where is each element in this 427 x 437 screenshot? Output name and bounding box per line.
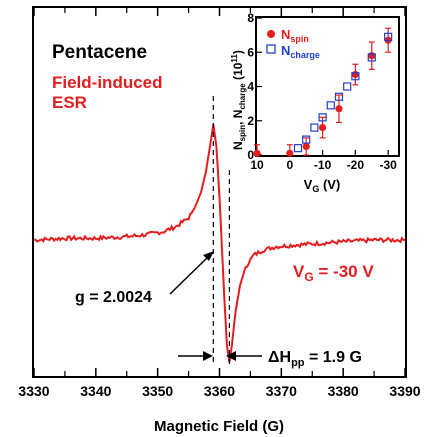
chart-title: Pentacene <box>52 42 147 63</box>
width-arrowhead-right <box>226 351 236 361</box>
inset-x-tick-label: -20 <box>347 158 365 172</box>
charge-data-point <box>310 123 319 132</box>
charge-data-point <box>367 53 376 62</box>
charge-data-point <box>343 82 352 91</box>
spin-data-point <box>351 70 359 79</box>
charge-data-point <box>351 72 360 81</box>
charge-data-point <box>334 92 344 101</box>
inset-y-tick-label: 8 <box>247 11 254 25</box>
inset-charge-series <box>293 32 393 153</box>
width-arrowhead-left <box>203 351 213 361</box>
inset-x-tick-label: 10 <box>250 158 264 172</box>
spin-data-point <box>253 149 261 157</box>
charge-data-point <box>384 32 393 41</box>
legend-charge-marker <box>266 44 276 54</box>
inset-y-tick-label: 6 <box>247 45 254 59</box>
inset-y-axis-title: Nspin, Ncharge (1011) <box>230 50 247 150</box>
main-x-tick-label: 3330 <box>18 383 49 399</box>
esr-trace-line <box>33 124 406 363</box>
main-x-axis-title: Magnetic Field (G) <box>154 418 284 435</box>
inset-x-tick-label: 0 <box>286 158 293 172</box>
g-value-annotation: g = 2.0024 <box>75 289 152 306</box>
spin-data-point <box>318 124 327 132</box>
charge-data-point <box>326 101 335 110</box>
legend-spin-label: Nspin <box>281 27 309 44</box>
main-x-ticks: 3330 3340 3350 3360 3370 3380 3390 <box>18 8 421 399</box>
g-value-arrow <box>169 255 210 295</box>
inset-y-tick-label: 4 <box>247 80 254 94</box>
linewidth-annotation: ΔHpp = 1.9 G <box>268 349 362 369</box>
spin-data-point <box>302 142 310 151</box>
inset-y-tick-label: 0 <box>247 148 254 162</box>
spin-data-point <box>286 149 294 157</box>
spin-data-point <box>368 52 376 60</box>
inset-x-tick-label: -30 <box>379 158 397 172</box>
main-x-tick-label: 3360 <box>204 383 235 399</box>
charge-data-point <box>293 144 303 153</box>
main-x-tick-label: 3370 <box>266 383 297 399</box>
inset-x-axis-title: VG (V) <box>304 177 341 194</box>
charge-data-point <box>302 135 311 144</box>
main-x-tick-label: 3350 <box>142 383 173 399</box>
inset-y-tick-label: 2 <box>247 114 254 128</box>
chart-subtitle-line2: ESR <box>52 93 87 112</box>
inset-spin-series <box>253 27 392 157</box>
chart-subtitle-line1: Field-induced <box>52 73 163 92</box>
gate-voltage-annotation: VG = -30 V <box>293 262 374 284</box>
spin-data-point <box>335 105 343 113</box>
legend-charge-label: Ncharge <box>281 43 320 60</box>
main-plot-frame <box>32 6 407 378</box>
inset-x-tick-label: -10 <box>314 158 332 172</box>
g-value-arrowhead <box>203 251 214 261</box>
inset-plot-frame <box>255 16 400 157</box>
main-x-tick-label: 3340 <box>80 383 111 399</box>
legend-spin-marker <box>267 30 275 38</box>
main-x-tick-label: 3390 <box>389 383 420 399</box>
charge-data-point <box>318 113 327 122</box>
main-x-tick-label: 3380 <box>328 383 359 399</box>
